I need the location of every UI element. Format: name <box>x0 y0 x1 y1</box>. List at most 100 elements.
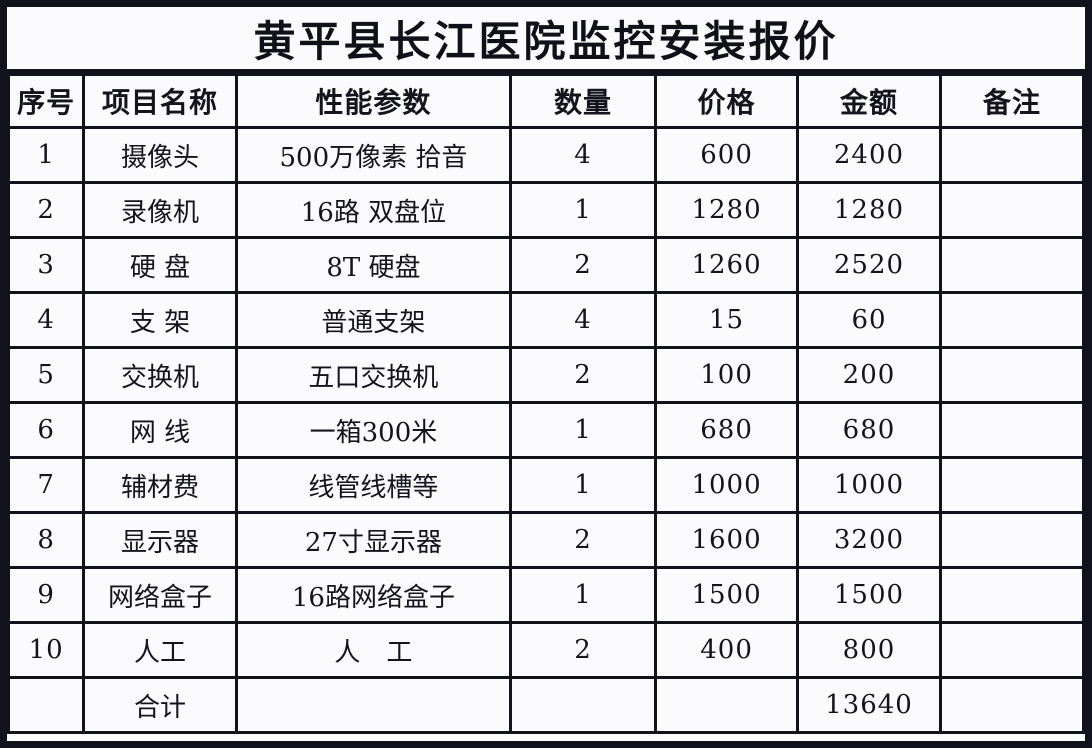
cell-price: 15 <box>654 291 799 349</box>
total-label: 合计 <box>82 676 238 734</box>
cell-amount: 2520 <box>796 236 942 294</box>
cell-price: 400 <box>654 621 799 679</box>
table-row: 10 人工 人 工 2 400 800 <box>7 621 1085 679</box>
cell-no: 10 <box>7 621 86 679</box>
cell-price: 600 <box>654 126 799 184</box>
cell-note <box>938 236 1085 294</box>
header-row: 序号 项目名称 性能参数 数量 价格 金额 备注 <box>7 73 1085 129</box>
cell-qty: 2 <box>508 621 658 679</box>
cell-amount: 1500 <box>796 566 942 624</box>
column-header-spec: 性能参数 <box>234 73 513 129</box>
total-row: 合计 13640 <box>7 676 1085 734</box>
cell-note <box>938 126 1085 184</box>
table-row: 1 摄像头 500万像素 拾音 4 600 2400 <box>7 126 1085 184</box>
cell-note <box>938 401 1085 459</box>
cell-price: 1000 <box>654 456 799 514</box>
cell-note <box>938 511 1085 569</box>
table-row: 7 辅材费 线管线槽等 1 1000 1000 <box>7 456 1085 514</box>
cell-spec: 人 工 <box>234 621 513 679</box>
cell-amount: 1000 <box>796 456 942 514</box>
cell-qty: 4 <box>508 291 658 349</box>
cell-amount: 200 <box>796 346 942 404</box>
title-band: 黄平县长江医院监控安装报价 <box>7 7 1085 73</box>
cell-name: 支 架 <box>82 291 238 349</box>
column-header-no: 序号 <box>7 73 86 129</box>
total-amount: 13640 <box>796 676 942 734</box>
cell-spec <box>234 676 513 734</box>
cell-no: 3 <box>7 236 86 294</box>
cell-name: 网 线 <box>82 401 238 459</box>
cell-price <box>654 676 799 734</box>
cell-qty: 2 <box>508 346 658 404</box>
cell-price: 1260 <box>654 236 799 294</box>
table-row: 4 支 架 普通支架 4 15 60 <box>7 291 1085 349</box>
column-header-name: 项目名称 <box>82 73 238 129</box>
column-header-note: 备注 <box>938 73 1085 129</box>
cell-no: 8 <box>7 511 86 569</box>
cell-no: 4 <box>7 291 86 349</box>
cell-no <box>7 676 86 734</box>
cell-price: 680 <box>654 401 799 459</box>
cell-qty: 1 <box>508 401 658 459</box>
cell-spec: 27寸显示器 <box>234 511 513 569</box>
cell-spec: 五口交换机 <box>234 346 513 404</box>
cell-qty: 2 <box>508 511 658 569</box>
cell-qty: 4 <box>508 126 658 184</box>
cell-spec: 16路网络盒子 <box>234 566 513 624</box>
cell-spec: 一箱300米 <box>234 401 513 459</box>
cell-name: 硬 盘 <box>82 236 238 294</box>
cell-amount: 3200 <box>796 511 942 569</box>
cell-no: 5 <box>7 346 86 404</box>
cell-note <box>938 291 1085 349</box>
table-row: 6 网 线 一箱300米 1 680 680 <box>7 401 1085 459</box>
cell-amount: 60 <box>796 291 942 349</box>
cell-name: 显示器 <box>82 511 238 569</box>
cell-name: 交换机 <box>82 346 238 404</box>
cell-price: 1500 <box>654 566 799 624</box>
cell-note <box>938 676 1085 734</box>
cell-note <box>938 181 1085 239</box>
cell-no: 7 <box>7 456 86 514</box>
cell-no: 1 <box>7 126 86 184</box>
cell-name: 摄像头 <box>82 126 238 184</box>
cell-note <box>938 456 1085 514</box>
cell-no: 9 <box>7 566 86 624</box>
table-row: 9 网络盒子 16路网络盒子 1 1500 1500 <box>7 566 1085 624</box>
quotation-table: 序号 项目名称 性能参数 数量 价格 金额 备注 1 摄像头 500万像素 拾音… <box>7 73 1085 734</box>
cell-amount: 800 <box>796 621 942 679</box>
column-header-price: 价格 <box>654 73 799 129</box>
cell-qty: 2 <box>508 236 658 294</box>
cell-qty: 1 <box>508 456 658 514</box>
cell-qty: 1 <box>508 566 658 624</box>
cell-price: 1280 <box>654 181 799 239</box>
cell-no: 2 <box>7 181 86 239</box>
column-header-amount: 金额 <box>796 73 942 129</box>
cell-spec: 500万像素 拾音 <box>234 126 513 184</box>
cell-note <box>938 566 1085 624</box>
cell-name: 网络盒子 <box>82 566 238 624</box>
cell-spec: 普通支架 <box>234 291 513 349</box>
cell-amount: 680 <box>796 401 942 459</box>
table-row: 3 硬 盘 8T 硬盘 2 1260 2520 <box>7 236 1085 294</box>
cell-note <box>938 346 1085 404</box>
cell-name: 人工 <box>82 621 238 679</box>
cell-spec: 16路 双盘位 <box>234 181 513 239</box>
cell-price: 1600 <box>654 511 799 569</box>
cell-qty: 1 <box>508 181 658 239</box>
table-row: 8 显示器 27寸显示器 2 1600 3200 <box>7 511 1085 569</box>
cell-spec: 8T 硬盘 <box>234 236 513 294</box>
table-row: 2 录像机 16路 双盘位 1 1280 1280 <box>7 181 1085 239</box>
cell-name: 辅材费 <box>82 456 238 514</box>
page-title: 黄平县长江医院监控安装报价 <box>253 16 839 66</box>
cell-price: 100 <box>654 346 799 404</box>
column-header-qty: 数量 <box>508 73 658 129</box>
cell-no: 6 <box>7 401 86 459</box>
cell-qty <box>508 676 658 734</box>
cell-amount: 1280 <box>796 181 942 239</box>
cell-amount: 2400 <box>796 126 942 184</box>
cell-spec: 线管线槽等 <box>234 456 513 514</box>
cell-name: 录像机 <box>82 181 238 239</box>
cell-note <box>938 621 1085 679</box>
table-row: 5 交换机 五口交换机 2 100 200 <box>7 346 1085 404</box>
